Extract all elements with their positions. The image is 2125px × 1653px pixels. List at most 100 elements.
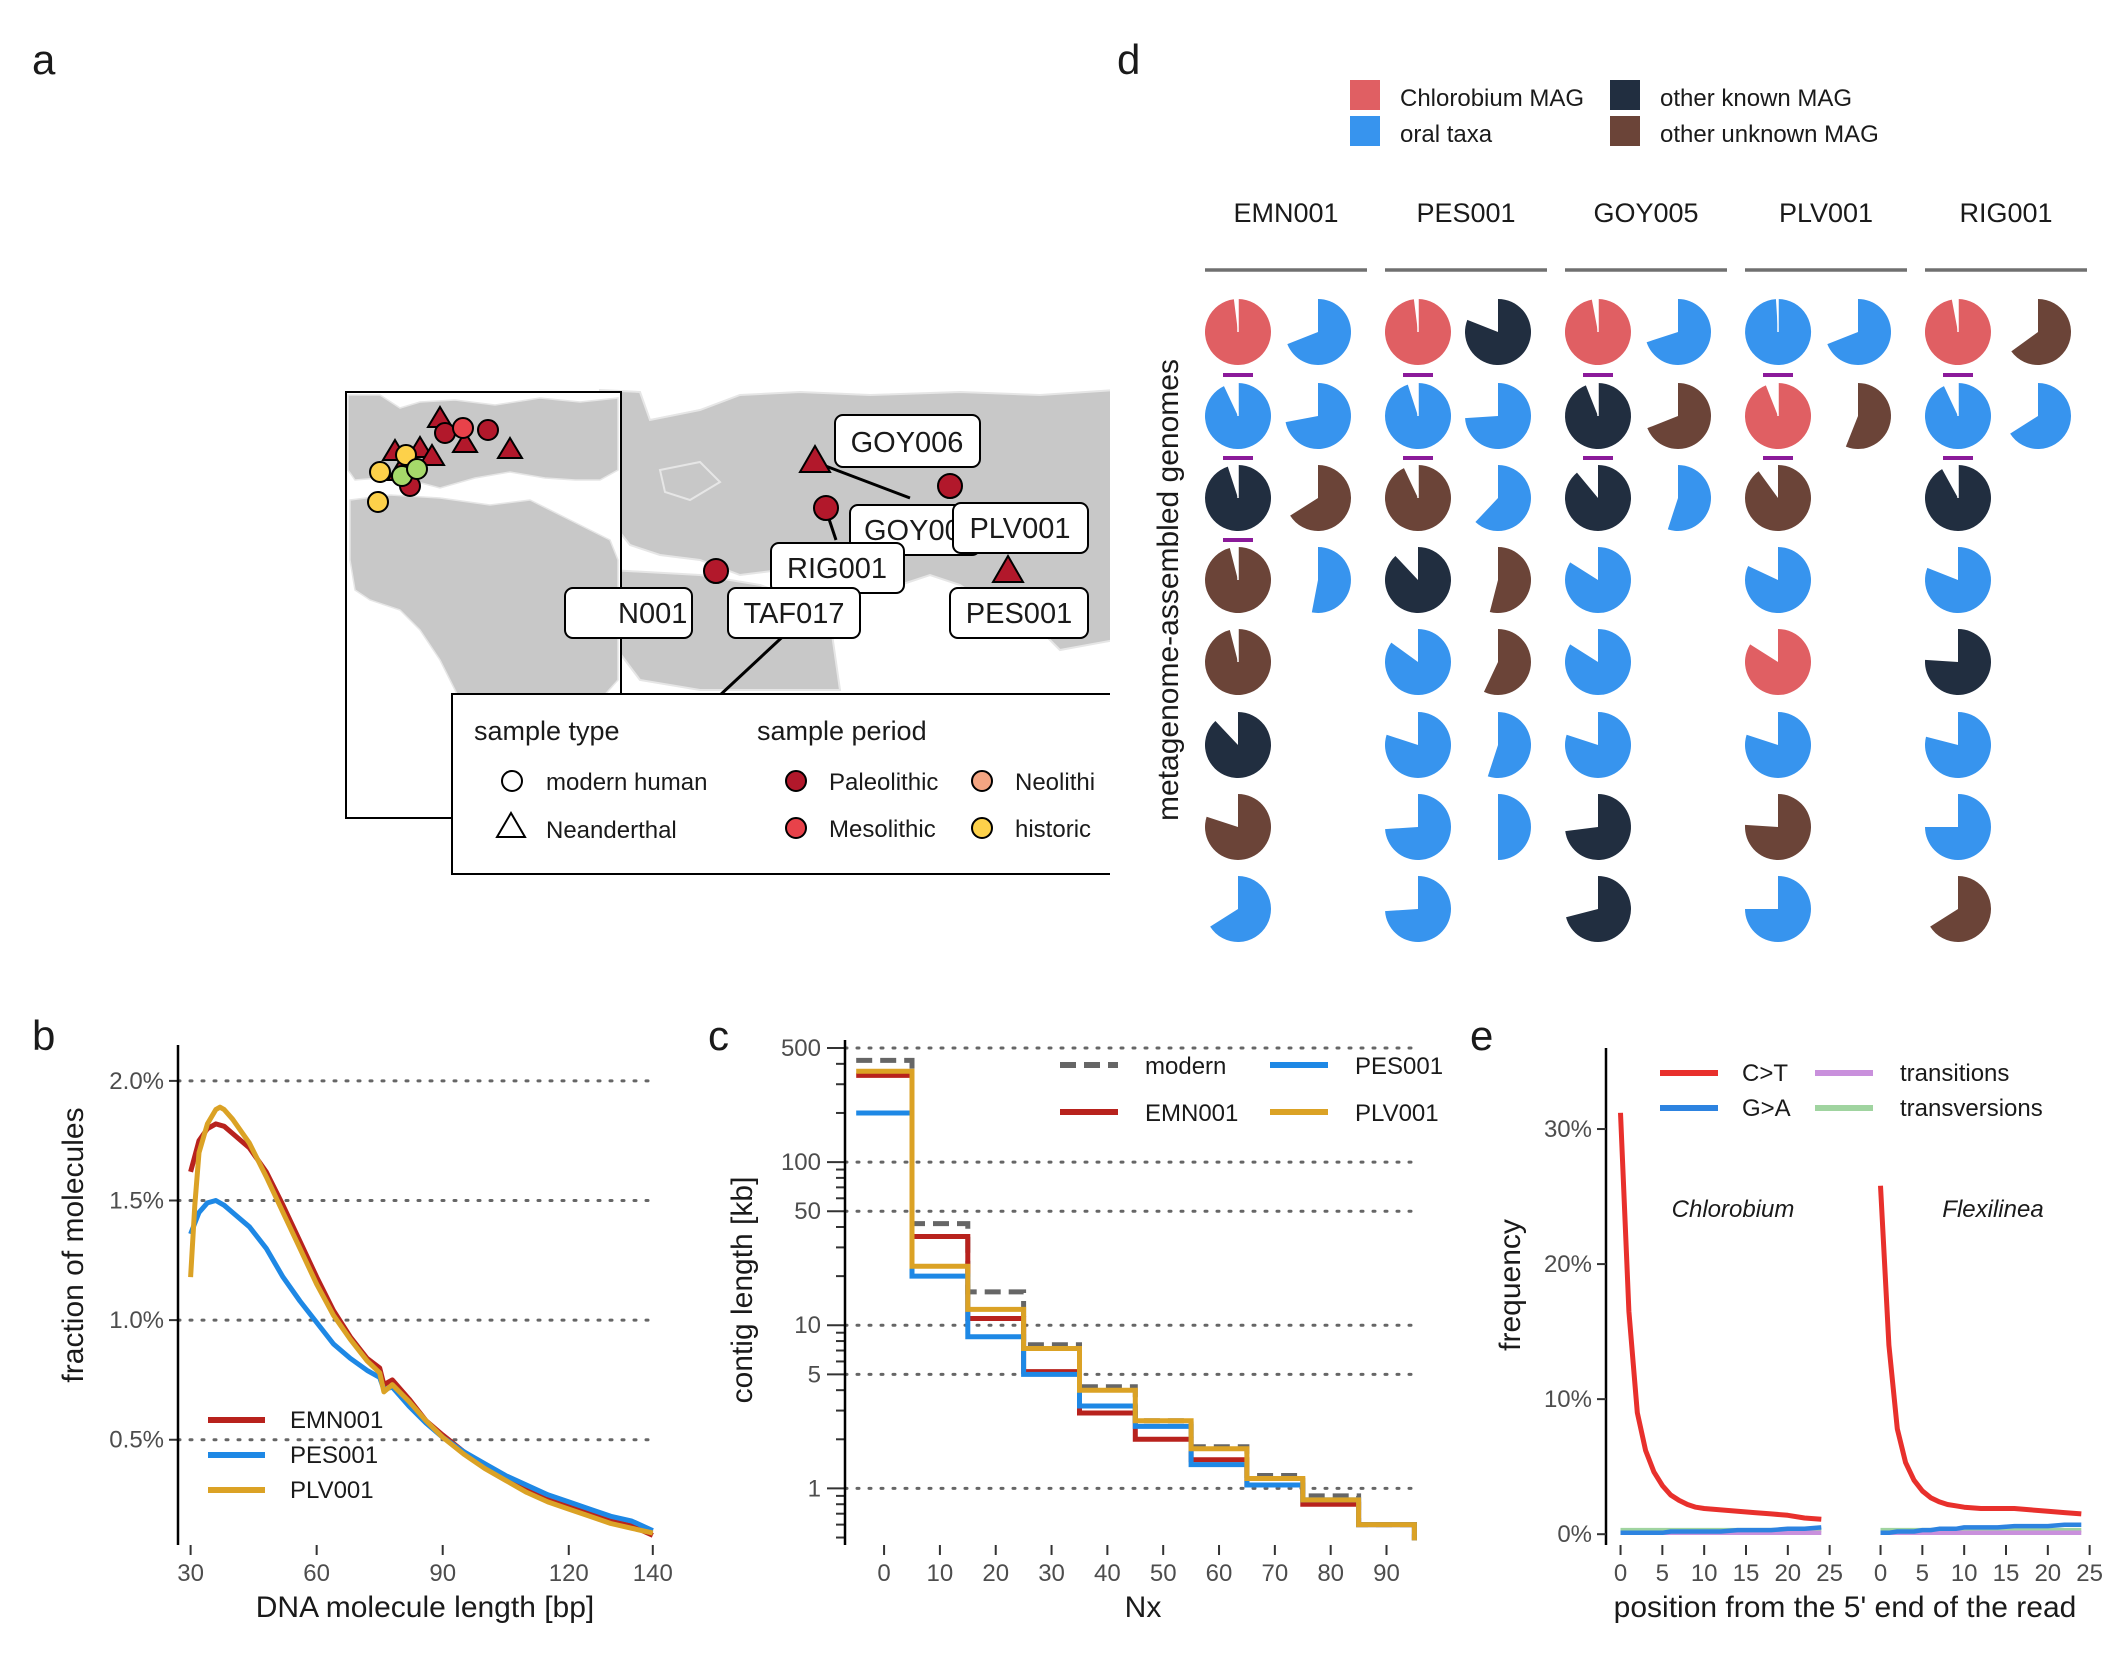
panel-e-xlabel: position from the 5' end of the read [1614, 1591, 2077, 1624]
y-tick-label: 1.5% [109, 1188, 164, 1215]
facet-label-chlorobium: Chlorobium [1672, 1196, 1795, 1223]
panel-d: d Chlorobium MAG oral taxa other known M… [1117, 36, 2087, 943]
legend-historic-swatch [971, 817, 993, 839]
pie-oral [1827, 299, 1892, 366]
site-label: N001 [564, 587, 693, 639]
svg-text:Paleolithic: Paleolithic [829, 769, 938, 796]
series-line-flexilinea-ctot [1878, 1185, 2082, 1517]
panel-b-legend: EMN001 PES001 PLV001 [208, 1407, 383, 1504]
x-tick-label: 0 [1874, 1560, 1887, 1587]
x-tick-label: 20 [982, 1560, 1009, 1587]
svg-text:Chlorobium MAG: Chlorobium MAG [1400, 85, 1584, 112]
sample-strips: EMN001 PES001 GOY005 PLV001 RIG001 [1205, 198, 2087, 272]
pie-oral [1565, 712, 1632, 778]
svg-text:sample period: sample period [757, 716, 927, 746]
x-tick-label: 90 [429, 1560, 456, 1587]
pie-oral [1287, 299, 1352, 366]
pie-oral [1385, 712, 1452, 778]
legend-mesolithic-swatch [785, 817, 807, 839]
panel-d-ylabel: metagenome-assembled genomes [1152, 359, 1185, 821]
x-tick-label: 30 [177, 1560, 204, 1587]
y-tick-label: 1 [808, 1475, 821, 1502]
pie-oral [1646, 299, 1712, 365]
pie-oral [1745, 876, 1811, 942]
x-tick-label: 80 [1317, 1560, 1344, 1587]
site-label: GOY006 [834, 414, 981, 468]
pie-oral [1925, 711, 1992, 778]
site-marker [937, 473, 963, 499]
y-tick-label: 10% [1544, 1386, 1592, 1413]
x-tick-label: 120 [549, 1560, 589, 1587]
pie-oral [1925, 794, 1991, 860]
x-tick-label: 140 [633, 1560, 673, 1587]
panel-e-ylabel: frequency [1494, 1219, 1527, 1351]
svg-text:Mesolithic: Mesolithic [829, 816, 936, 843]
pie-chlorobium [1745, 629, 1812, 696]
pie-oral [1565, 629, 1632, 696]
inset-points [367, 405, 524, 513]
sample-strip-label: GOY005 [1593, 198, 1698, 228]
legend-label: PLV001 [1355, 1100, 1439, 1127]
y-tick-label: 5 [808, 1361, 821, 1388]
site-labels: GOY006 GOY00 PLV001 RIG001 N001 TAF017 [564, 414, 1089, 639]
series-step-modern [856, 1057, 1417, 1541]
pie-other-unknown [1744, 465, 1811, 531]
panel-e: e 0% 10% 20% 30% Chlorobium 0 5 10 15 20 25 Flexili… [1470, 1012, 2103, 1624]
panel-c-ylabel: contig length [kb] [726, 1177, 759, 1404]
x-tick-label: 40 [1094, 1560, 1121, 1587]
pie-other-known [1205, 465, 1272, 532]
legend-swatch-other-known [1610, 80, 1640, 110]
panel-c: c 1 5 10 50 100 500 0 10 20 30 40 50 60 70 80 90 Nx con… [708, 1012, 1443, 1624]
map-legend: sample type sample period modern human N… [451, 693, 1110, 875]
pie-other-known [1384, 547, 1451, 614]
y-tick-label: 10 [794, 1312, 821, 1339]
site-label: TAF017 [727, 587, 861, 639]
legend-neolithic-swatch [971, 770, 993, 792]
legend-label: PES001 [1355, 1053, 1443, 1080]
panel-c-legend: modern EMN001 PES001 PLV001 [1060, 1053, 1443, 1127]
pie-oral [2010, 383, 2072, 450]
series-line-flexilinea-gtoa [1880, 1522, 2082, 1536]
x-tick-label: 20 [1774, 1560, 1801, 1587]
svg-text:TAF017: TAF017 [743, 598, 844, 630]
x-tick-label: 25 [1816, 1560, 1843, 1587]
panel-c-axes: 1 5 10 50 100 500 0 10 20 30 40 50 60 70 80 90 [781, 1035, 1400, 1587]
x-tick-label: 60 [1206, 1560, 1233, 1587]
svg-text:GOY00: GOY00 [864, 515, 961, 547]
site-marker [813, 495, 839, 521]
svg-text:sample type: sample type [474, 716, 620, 746]
x-tick-label: 15 [1733, 1560, 1760, 1587]
pie-oral [1385, 794, 1452, 861]
panel-b: b 0.5% 1.0% 1.5% 2.0% 30 60 90 120 140 DNA molec… [32, 1012, 673, 1624]
panel-b-lines [188, 1104, 654, 1538]
site-marker [703, 558, 729, 584]
legend-label: C>T [1742, 1060, 1788, 1087]
y-tick-label: 1.0% [109, 1307, 164, 1334]
legend-modern-human-symbol [501, 770, 523, 792]
series-line-chlorobium-gtoa [1620, 1525, 1822, 1536]
sample-strip-label: PLV001 [1779, 198, 1873, 228]
svg-text:modern human: modern human [546, 769, 707, 796]
pie-oral [1384, 629, 1451, 695]
x-tick-label: 25 [2076, 1560, 2103, 1587]
pie-other-known [1925, 629, 1992, 696]
series-line-chlorobium-ctot [1618, 1112, 1822, 1522]
pie-other-unknown [1384, 465, 1451, 532]
series-line-plv001 [188, 1104, 654, 1536]
x-tick-label: 20 [2034, 1560, 2061, 1587]
pie-oral [1498, 794, 1531, 860]
pie-oral [1311, 547, 1351, 613]
pie-oral [1465, 382, 1532, 450]
svg-text:Neanderthal: Neanderthal [546, 817, 677, 844]
pie-other-known [1566, 876, 1632, 943]
legend-swatch-other-unknown [1610, 116, 1640, 146]
legend-label: G>A [1742, 1095, 1791, 1122]
y-tick-label: 0% [1557, 1521, 1592, 1548]
panel-e-legend: C>T G>A transitions transversions [1660, 1060, 2043, 1122]
site-marker-pes001 [991, 553, 1025, 583]
panel-e-lines [1618, 1112, 2082, 1536]
panel-b-axes: 0.5% 1.0% 1.5% 2.0% 30 60 90 120 140 [109, 1045, 673, 1587]
site-label: PLV001 [952, 502, 1089, 554]
site-label: PES001 [949, 587, 1089, 639]
